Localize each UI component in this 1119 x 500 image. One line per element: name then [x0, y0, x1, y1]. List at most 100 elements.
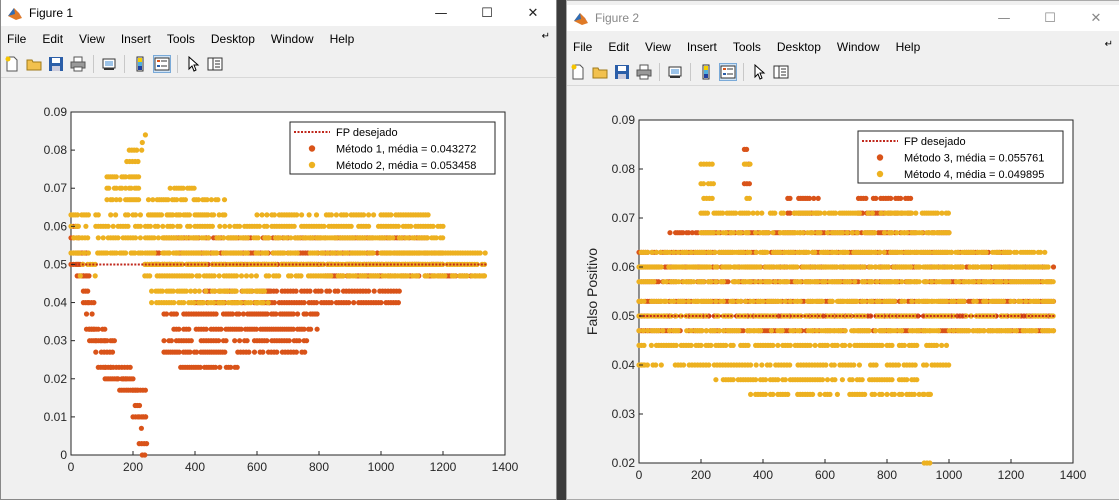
maximize-icon[interactable]: ☐ — [1044, 10, 1056, 26]
data-point — [362, 250, 368, 256]
data-point — [707, 264, 713, 270]
menu-tools[interactable]: Tools — [732, 40, 761, 54]
menu-view[interactable]: View — [79, 32, 105, 46]
data-point — [442, 273, 448, 279]
data-point — [113, 174, 119, 180]
pointer-icon[interactable] — [750, 63, 768, 81]
data-point — [256, 261, 262, 267]
data-point — [775, 264, 782, 270]
menu-insert[interactable]: Insert — [120, 32, 151, 46]
data-point — [966, 328, 972, 334]
minimize-icon[interactable]: — — [434, 5, 448, 21]
data-point — [81, 250, 87, 256]
menu-insert[interactable]: Insert — [686, 40, 717, 54]
data-point — [137, 223, 143, 229]
maximize-icon[interactable]: ☐ — [481, 5, 493, 21]
property-inspector-icon[interactable] — [772, 63, 790, 81]
scatter-points — [636, 146, 1057, 466]
dock-arrow-icon[interactable]: ↵ — [541, 31, 550, 42]
close-icon[interactable]: ✕ — [527, 5, 539, 21]
data-point — [671, 298, 677, 304]
data-point — [142, 452, 148, 458]
colorbar-icon[interactable] — [131, 55, 149, 73]
data-point — [976, 279, 982, 285]
colorbar-icon[interactable] — [697, 63, 715, 81]
data-point — [881, 230, 888, 236]
menu-tools[interactable]: Tools — [166, 32, 195, 46]
data-point — [735, 279, 741, 285]
data-point — [983, 249, 989, 255]
title-bar[interactable]: Figure 1 — ☐ ✕ — [1, 0, 556, 26]
data-point — [951, 313, 957, 319]
data-point — [686, 230, 692, 236]
link-plot-icon[interactable] — [100, 55, 118, 73]
legend-icon[interactable] — [719, 63, 737, 81]
data-point — [147, 223, 153, 229]
data-point — [834, 342, 840, 348]
open-icon[interactable] — [591, 63, 609, 81]
data-point — [1042, 249, 1048, 255]
data-point — [762, 391, 769, 397]
menu-file[interactable]: File — [7, 32, 27, 46]
dock-arrow-icon[interactable]: ↵ — [1104, 39, 1113, 50]
title-bar[interactable]: Figure 2 — ☐ ✕ — [567, 5, 1119, 31]
data-point — [113, 197, 119, 203]
scatter-chart-2[interactable]: 0 200 400 600 800 1000 1200 1400 0.02 0.03 0.04 0.0… — [567, 86, 1119, 500]
scatter-chart-1[interactable]: 0 200 400 600 800 1000 1200 1400 0 0.01 0.02 0.03 0.… — [1, 78, 557, 500]
data-point — [481, 273, 488, 279]
data-point — [125, 212, 131, 218]
menu-edit[interactable]: Edit — [42, 32, 64, 46]
data-point — [213, 311, 219, 317]
print-icon[interactable] — [69, 55, 87, 73]
link-plot-icon[interactable] — [666, 63, 684, 81]
menu-edit[interactable]: Edit — [608, 40, 630, 54]
data-point — [689, 230, 695, 236]
data-point — [288, 261, 294, 267]
print-icon[interactable] — [635, 63, 653, 81]
data-point — [1003, 313, 1009, 319]
legend[interactable]: FP desejado Método 3, média = 0.055761 Mét… — [857, 130, 1064, 184]
data-point — [123, 250, 129, 256]
menu-view[interactable]: View — [645, 40, 671, 54]
data-point — [924, 279, 930, 285]
menu-desktop[interactable]: Desktop — [210, 32, 255, 46]
y-tick-label: 0.02 — [612, 456, 636, 470]
data-point — [1023, 298, 1029, 304]
data-point — [1004, 264, 1010, 270]
data-point — [229, 311, 236, 317]
data-point — [970, 249, 976, 255]
new-figure-icon[interactable] — [569, 63, 587, 81]
data-point — [351, 235, 357, 241]
save-icon[interactable] — [613, 63, 631, 81]
data-point — [238, 300, 244, 306]
data-point — [197, 364, 203, 370]
menu-help[interactable]: Help — [895, 40, 921, 54]
minimize-icon[interactable]: — — [997, 10, 1011, 26]
new-figure-icon[interactable] — [3, 55, 21, 73]
data-point — [123, 185, 129, 191]
data-point — [780, 210, 787, 216]
x-tick-label: 400 — [185, 460, 205, 474]
data-point — [370, 250, 376, 256]
pointer-icon[interactable] — [184, 55, 202, 73]
close-icon[interactable]: ✕ — [1090, 10, 1102, 26]
data-point — [304, 338, 310, 344]
property-inspector-icon[interactable] — [206, 55, 224, 73]
data-point — [815, 279, 821, 285]
menu-desktop[interactable]: Desktop — [776, 40, 821, 54]
menu-help[interactable]: Help — [329, 32, 355, 46]
data-point — [919, 230, 925, 236]
data-point — [797, 279, 803, 285]
menu-window[interactable]: Window — [270, 32, 314, 46]
legend-icon[interactable] — [153, 55, 171, 73]
data-point — [104, 338, 110, 344]
data-point — [934, 342, 940, 348]
save-icon[interactable] — [47, 55, 65, 73]
menu-file[interactable]: File — [573, 40, 593, 54]
data-point — [888, 195, 894, 201]
legend[interactable]: FP desejado Método 1, média = 0.043272 Mét… — [289, 121, 496, 175]
menu-window[interactable]: Window — [836, 40, 880, 54]
data-point — [904, 230, 910, 236]
open-icon[interactable] — [25, 55, 43, 73]
data-point — [371, 212, 377, 218]
